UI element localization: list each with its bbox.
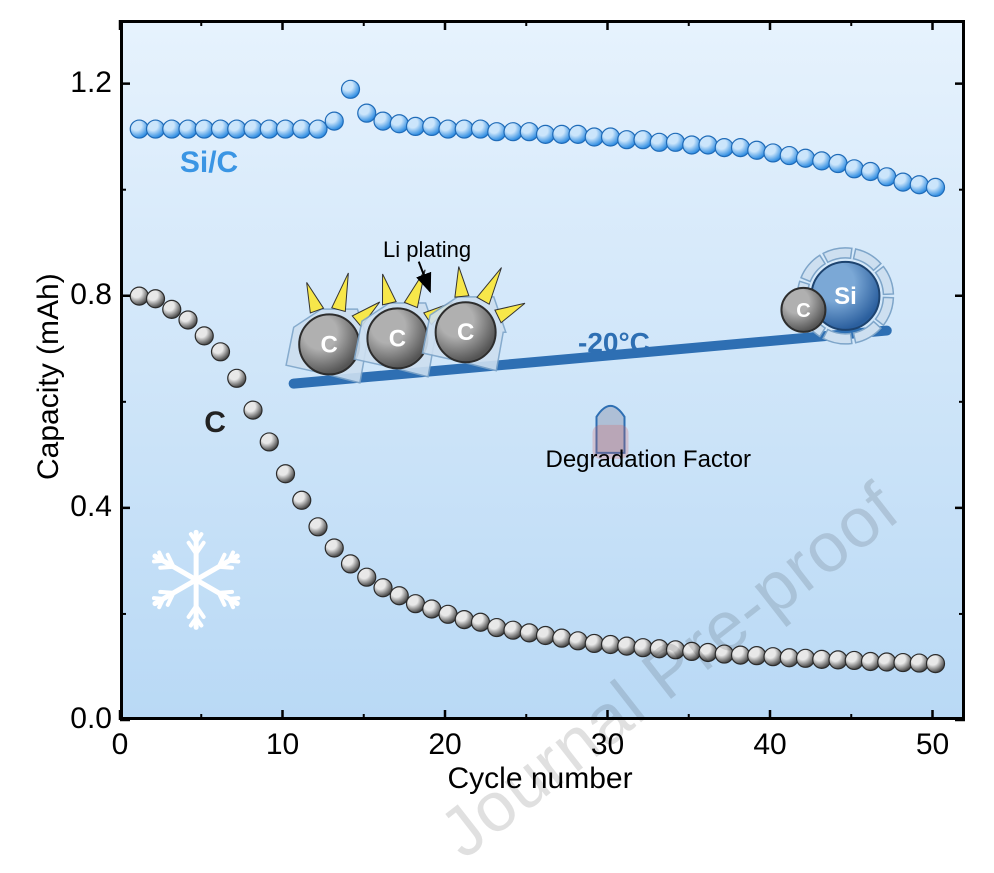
svg-text:Si: Si (834, 283, 857, 310)
svg-text:C: C (796, 300, 810, 322)
plot-area: C C C Si C Si/C C -20°C Degradation Factor Li pla… (120, 20, 965, 720)
y-tick-label: 0.0 (70, 702, 112, 736)
x-tick-label: 40 (750, 728, 790, 762)
svg-text:C: C (321, 331, 338, 358)
temperature-label: -20°C (578, 327, 650, 359)
y-tick-label: 1.2 (70, 66, 112, 100)
x-tick-label: 50 (913, 728, 953, 762)
y-tick-label: 0.8 (70, 278, 112, 312)
x-tick-label: 30 (588, 728, 628, 762)
degradation-label: Degradation Factor (546, 446, 751, 474)
svg-text:C: C (389, 325, 406, 352)
snowflake-icon (154, 532, 238, 627)
svg-text:C: C (457, 319, 474, 346)
li-plating-label: Li plating (383, 237, 471, 263)
x-tick-label: 20 (425, 728, 465, 762)
x-axis-label: Cycle number (448, 762, 633, 796)
series-label-sic: Si/C (180, 146, 238, 180)
x-tick-label: 10 (263, 728, 303, 762)
sic-series (130, 80, 944, 196)
y-axis-label: Capacity (mAh) (32, 273, 66, 480)
series-label-c: C (204, 406, 226, 440)
carbon-series (130, 287, 944, 673)
y-tick-label: 0.4 (70, 490, 112, 524)
figure: C C C Si C Si/C C -20°C Degradation Factor Li pla… (0, 0, 994, 800)
